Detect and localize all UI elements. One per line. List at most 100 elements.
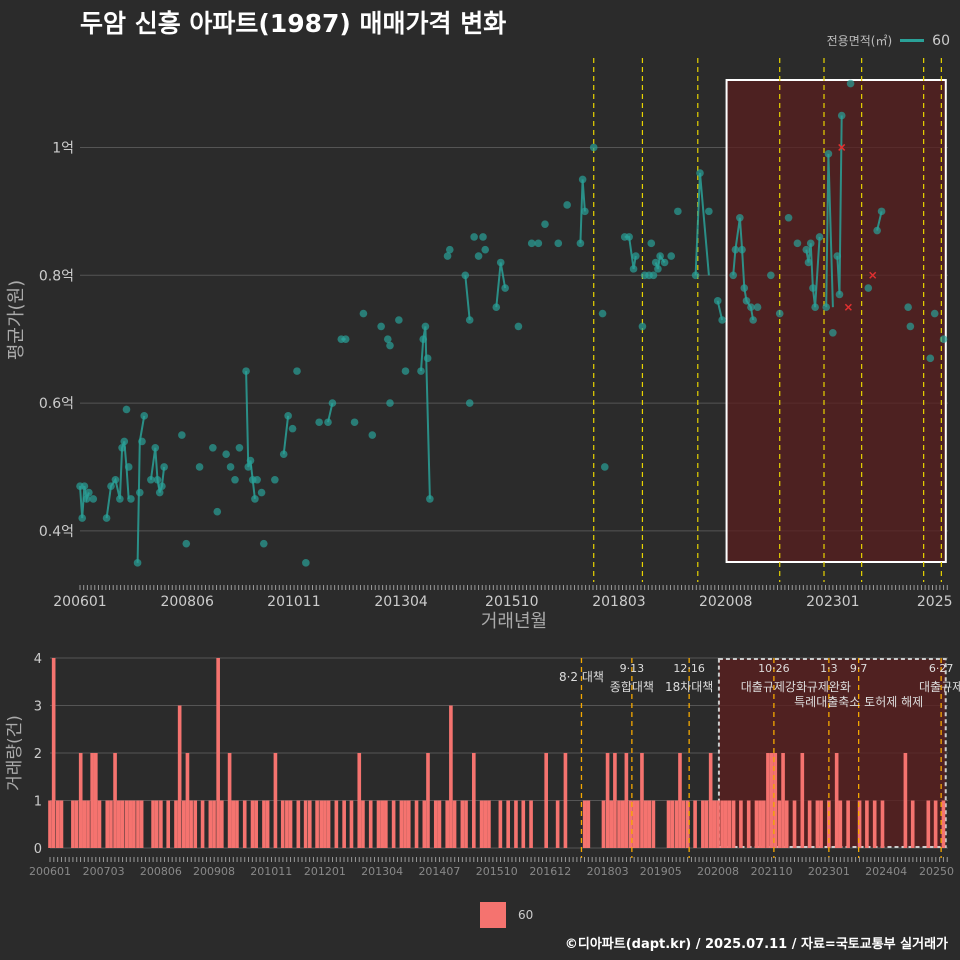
volume-bar	[315, 800, 319, 848]
volume-bar	[254, 800, 258, 848]
data-point	[731, 245, 740, 254]
data-point	[279, 450, 288, 458]
x-tick-label: 201803	[592, 594, 645, 610]
data-point	[213, 507, 222, 516]
volume-bar	[303, 800, 308, 848]
bar-y-axis-label: 거래량(건)	[5, 715, 25, 791]
data-point	[140, 412, 149, 420]
volume-bar	[910, 800, 915, 848]
volume-bar	[487, 800, 491, 848]
bar-x-tick-label: 201201	[304, 865, 346, 878]
data-point	[660, 258, 669, 267]
data-point	[160, 463, 168, 471]
volume-bar	[139, 800, 144, 848]
volume-bar	[620, 800, 625, 848]
y-tick-label: 1억	[52, 140, 74, 156]
x-tick-label: 200806	[160, 594, 214, 610]
volume-bar	[926, 800, 931, 848]
bar-x-tick-label: 20250	[919, 865, 954, 878]
data-point	[246, 456, 255, 465]
volume-bar	[762, 800, 766, 848]
data-point	[747, 303, 755, 312]
data-point	[835, 290, 844, 299]
data-point	[742, 297, 751, 305]
volume-bar	[716, 800, 720, 848]
volume-bar	[521, 800, 526, 848]
volume-bar	[678, 753, 682, 848]
volume-bar	[640, 753, 644, 848]
data-point	[846, 79, 855, 88]
volume-bar	[109, 800, 113, 848]
data-point	[257, 488, 266, 497]
data-point	[120, 437, 129, 446]
volume-bar	[177, 705, 182, 848]
data-point	[877, 207, 886, 216]
volume-bar	[471, 753, 476, 848]
volume-bar	[151, 800, 155, 848]
volume-bar	[586, 800, 591, 848]
data-point	[124, 463, 133, 471]
volume-bar	[227, 753, 232, 848]
x-tick-label: 202301	[806, 594, 859, 610]
bar-x-tick-label: 202301	[808, 865, 850, 878]
chart-title: 두암 신흥 아파트(1987) 매매가격 변화	[80, 9, 507, 38]
data-point	[793, 239, 802, 248]
data-point	[293, 367, 301, 375]
volume-bar	[628, 800, 633, 848]
data-point	[138, 437, 146, 446]
volume-bar	[361, 800, 365, 848]
data-point	[461, 271, 470, 280]
volume-bar	[754, 800, 759, 848]
data-point	[534, 239, 543, 248]
data-point	[753, 303, 762, 312]
data-point	[527, 239, 536, 248]
volume-bar	[685, 800, 690, 848]
policy-label: 대출규제강화	[741, 680, 807, 694]
data-point	[465, 399, 474, 407]
data-point	[576, 239, 585, 248]
volume-bar	[636, 800, 640, 848]
volume-bar	[452, 800, 457, 848]
series-line-segment	[420, 326, 431, 499]
data-point	[395, 316, 403, 324]
volume-bar	[323, 800, 327, 848]
volume-bar	[617, 800, 621, 848]
data-point	[116, 495, 124, 503]
data-point	[443, 252, 452, 260]
data-point	[80, 482, 89, 490]
legend: 전용면적(㎡) 60	[827, 32, 950, 49]
data-point	[598, 309, 607, 318]
volume-bar	[357, 753, 362, 848]
data-point	[78, 514, 87, 522]
y-tick-label: 0.4억	[39, 524, 74, 540]
volume-bar	[51, 658, 56, 848]
data-point	[133, 559, 142, 567]
data-point	[581, 207, 589, 216]
volume-bar	[807, 800, 812, 848]
series-line-segment	[464, 275, 471, 321]
credit-text: ©디아파트(dapt.kr) / 2025.07.11 / 자료=국토교통부 실…	[564, 937, 948, 952]
volume-bar	[384, 800, 388, 848]
legend-line-swatch	[900, 39, 925, 42]
volume-bar	[632, 800, 636, 848]
data-point	[713, 297, 722, 305]
data-point	[386, 341, 394, 350]
data-point	[315, 418, 323, 427]
bar-legend-swatch	[480, 902, 506, 928]
volume-bar	[250, 800, 255, 848]
x-tick-label: 2025	[917, 594, 953, 610]
bar-x-tick-label: 202404	[865, 865, 907, 878]
bar-y-tick-label: 1	[34, 795, 42, 810]
volume-bar	[514, 800, 518, 848]
policy-label: 특례대출축소 토허제 해제	[794, 695, 923, 709]
bar-x-tick-label: 200908	[193, 865, 235, 878]
volume-bar	[74, 800, 79, 848]
volume-bar	[819, 800, 823, 848]
data-point	[421, 322, 430, 331]
policy-date: 9·13	[620, 662, 645, 675]
x-tick-label: 201011	[267, 594, 320, 610]
volume-bar	[479, 800, 484, 848]
data-point	[740, 284, 749, 292]
data-point	[829, 328, 837, 337]
volume-bar	[307, 800, 312, 848]
